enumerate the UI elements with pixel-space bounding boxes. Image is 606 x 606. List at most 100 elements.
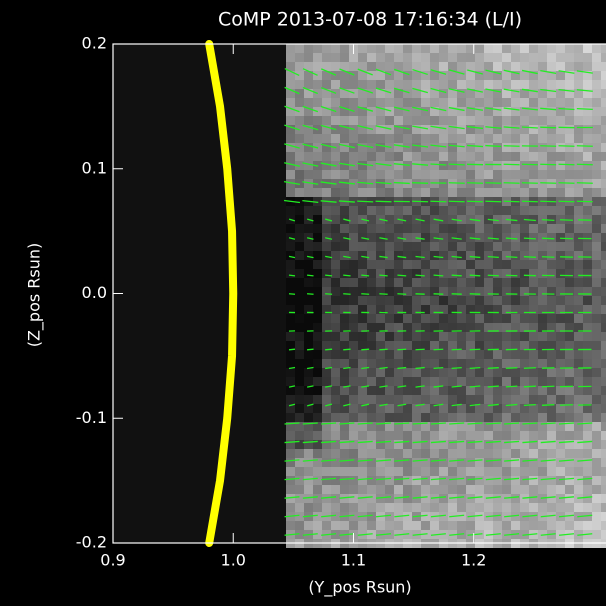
pixel xyxy=(295,350,304,359)
pixel xyxy=(367,314,376,323)
vector xyxy=(375,533,392,536)
vector xyxy=(577,496,593,499)
vector xyxy=(415,218,425,222)
pixel xyxy=(394,224,403,233)
pixel xyxy=(358,53,367,62)
vector xyxy=(284,440,300,444)
pixel xyxy=(367,242,376,251)
pixel xyxy=(556,314,565,323)
pixel xyxy=(466,467,475,476)
pixel xyxy=(385,503,394,512)
pixel xyxy=(493,53,502,62)
pixel xyxy=(385,224,394,233)
pixel xyxy=(340,494,349,503)
pixel xyxy=(304,53,313,62)
pixel xyxy=(547,224,556,233)
pixel xyxy=(466,80,475,89)
vector xyxy=(361,385,370,388)
pixel xyxy=(376,269,385,278)
pixel xyxy=(457,521,466,530)
pixel xyxy=(322,98,331,107)
pixel xyxy=(529,458,538,467)
vector xyxy=(412,459,428,462)
pixel xyxy=(592,503,601,512)
pixel xyxy=(448,107,457,116)
pixel xyxy=(547,125,556,134)
pixel xyxy=(466,404,475,413)
pixel xyxy=(304,206,313,215)
pixel xyxy=(556,503,565,512)
pixel xyxy=(601,260,606,269)
pixel xyxy=(295,233,304,242)
vector xyxy=(577,533,593,536)
pixel xyxy=(412,53,421,62)
pixel xyxy=(547,386,556,395)
pixel xyxy=(430,206,439,215)
pixel xyxy=(583,395,592,404)
pixel xyxy=(466,278,475,287)
vector xyxy=(560,219,573,221)
pixel xyxy=(565,260,574,269)
pixel xyxy=(502,44,511,53)
pixel xyxy=(313,431,322,440)
vector xyxy=(503,182,520,184)
pixel xyxy=(457,215,466,224)
pixel xyxy=(430,368,439,377)
vector xyxy=(284,496,300,499)
vector xyxy=(357,143,374,149)
pixel xyxy=(448,251,457,260)
pixel xyxy=(457,305,466,314)
pixel xyxy=(385,206,394,215)
vector xyxy=(302,68,318,76)
vector xyxy=(284,105,300,113)
pixel xyxy=(331,395,340,404)
vector xyxy=(325,348,333,351)
pixel xyxy=(295,422,304,431)
pixel xyxy=(520,476,529,485)
pixel xyxy=(574,89,583,98)
pixel xyxy=(430,98,439,107)
pixel xyxy=(475,341,484,350)
pixel xyxy=(475,431,484,440)
pixel xyxy=(457,449,466,458)
pixel xyxy=(322,323,331,332)
pixel xyxy=(403,44,412,53)
pixel xyxy=(421,242,430,251)
pixel xyxy=(511,80,520,89)
vector xyxy=(577,459,593,462)
pixel xyxy=(376,296,385,305)
pixel xyxy=(313,80,322,89)
vector xyxy=(338,181,355,185)
pixel xyxy=(538,206,547,215)
pixel xyxy=(304,350,313,359)
pixel xyxy=(565,287,574,296)
pixel xyxy=(367,206,376,215)
pixel xyxy=(529,467,538,476)
pixel xyxy=(538,143,547,152)
vector xyxy=(448,200,465,203)
pixel xyxy=(385,251,394,260)
pixel xyxy=(583,44,592,53)
pixel xyxy=(475,413,484,422)
vector xyxy=(284,477,300,481)
pixel xyxy=(295,215,304,224)
pixel xyxy=(538,260,547,269)
pixel xyxy=(286,341,295,350)
pixel xyxy=(484,170,493,179)
vector xyxy=(412,422,428,425)
pixel xyxy=(403,287,412,296)
pixel xyxy=(295,314,304,323)
pixel xyxy=(412,107,421,116)
vector xyxy=(485,144,502,148)
pixel xyxy=(448,116,457,125)
pixel xyxy=(511,503,520,512)
pixel xyxy=(574,62,583,71)
pixel xyxy=(358,80,367,89)
pixel xyxy=(286,440,295,449)
pixel xyxy=(457,188,466,197)
pixel xyxy=(295,152,304,161)
pixel xyxy=(574,206,583,215)
pixel xyxy=(484,377,493,386)
vector xyxy=(451,274,462,277)
pixel xyxy=(313,413,322,422)
